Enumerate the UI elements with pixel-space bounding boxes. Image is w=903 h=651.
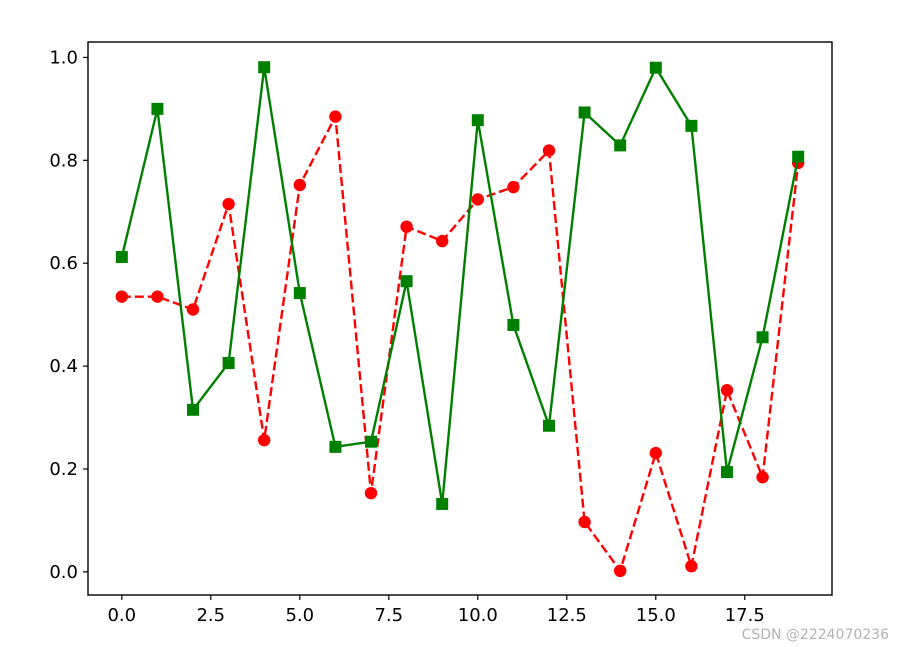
- series-2-point: [222, 357, 235, 369]
- series-1-point: [542, 144, 556, 157]
- series-2-point: [614, 139, 627, 152]
- plot-frame: [87, 41, 833, 596]
- series-2-point: [329, 440, 342, 453]
- y-tick-label: 0.8: [49, 150, 78, 171]
- series-1-point: [329, 110, 342, 123]
- series-1-point: [685, 559, 698, 573]
- y-tick-label: 1.0: [49, 47, 78, 68]
- series-1-line: [121, 115, 800, 573]
- y-tick-label: 0.6: [49, 253, 78, 274]
- series-1-point: [756, 471, 769, 484]
- series-1-point: [258, 433, 271, 447]
- series-2-point: [471, 114, 484, 127]
- series-1-point: [436, 234, 449, 248]
- series-2-point: [685, 119, 698, 132]
- series-1-point: [613, 564, 627, 578]
- series-1-point: [507, 180, 520, 194]
- series-2-point: [792, 150, 805, 163]
- series-2-point: [151, 102, 164, 115]
- plot-layer: [115, 61, 805, 578]
- series-1-point: [151, 290, 164, 303]
- series-2-point: [507, 318, 520, 331]
- series-1-point: [471, 193, 484, 206]
- x-tick-label: 15.0: [636, 605, 676, 626]
- y-tick-label: 0.2: [49, 459, 78, 480]
- series-2-point: [400, 275, 413, 288]
- series-2-point: [115, 251, 128, 264]
- y-tick-label: 0.4: [49, 356, 78, 377]
- x-tick-label: 0.0: [107, 605, 136, 626]
- series-2-point: [720, 466, 733, 479]
- series-1-point: [649, 446, 662, 460]
- x-tick-label: 10.0: [458, 605, 498, 626]
- x-tick-label: 17.5: [725, 605, 765, 626]
- series-1-point: [400, 220, 413, 233]
- series-1-point: [293, 178, 307, 192]
- series-2-line: [120, 66, 800, 506]
- series-2-point: [436, 497, 449, 510]
- y-tick-label: 0.0: [49, 562, 78, 583]
- series-1-point: [222, 197, 235, 211]
- series-2-point: [543, 419, 555, 432]
- series-1-point: [186, 303, 200, 316]
- series-2-point: [293, 287, 306, 300]
- x-tick-label: 2.5: [196, 605, 225, 626]
- axes-layer: 0.0 2.5 5.0 7.5 10.0 12.5 15.0 17.5 0.0 0.2 0.4 0.6…: [49, 47, 764, 626]
- series-2-point: [578, 106, 591, 119]
- series-2-point: [649, 61, 662, 74]
- series-1-point: [720, 384, 734, 397]
- series-1-point: [364, 486, 378, 500]
- series-1-point: [115, 290, 129, 303]
- watermark: CSDN @2224070236: [741, 627, 889, 643]
- x-tick-label: 7.5: [374, 605, 403, 626]
- x-tick-label: 12.5: [547, 605, 587, 626]
- series-1-point: [578, 515, 591, 529]
- series-2-point: [258, 61, 271, 74]
- series-2-point: [365, 435, 377, 448]
- series-2-point: [187, 403, 200, 416]
- x-tick-label: 5.0: [285, 605, 314, 626]
- series-2-point: [756, 331, 769, 344]
